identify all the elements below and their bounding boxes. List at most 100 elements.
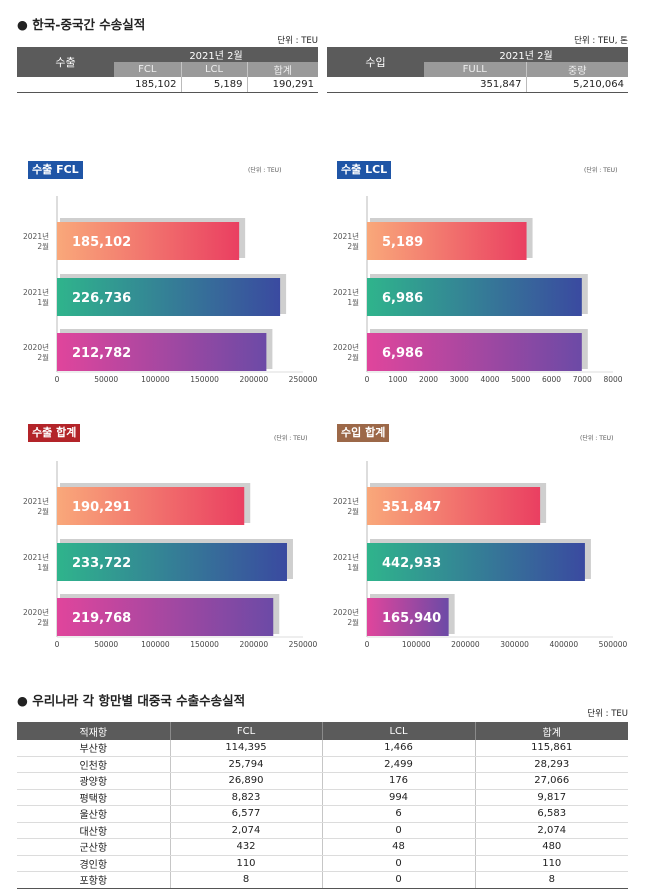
category-label: 2021년 xyxy=(23,552,49,562)
category-label: 1월 xyxy=(37,297,49,307)
cell-lcl: 0 xyxy=(322,855,476,872)
import-summary-table: 수입 2021년 2월 FULL 중량 351,847 5,210,064 xyxy=(327,47,629,93)
bar xyxy=(57,487,245,525)
table-row: 인천항 25,794 2,499 28,293 xyxy=(17,756,628,773)
bar-value-label: 6,986 xyxy=(382,291,423,306)
export-value-fcl: 185,102 xyxy=(114,77,182,93)
tick-label: 7000 xyxy=(573,375,592,384)
category-label: 2021년 xyxy=(23,287,49,297)
tick-label: 8000 xyxy=(603,375,622,384)
bar xyxy=(367,598,449,636)
bar-value-label: 185,102 xyxy=(72,235,131,250)
tick-label: 500000 xyxy=(599,640,628,649)
category-label: 2020년 xyxy=(333,342,359,352)
table-row: 대산항 2,074 0 2,074 xyxy=(17,822,628,839)
cell-port: 포항항 xyxy=(17,871,171,889)
import-value-full: 351,847 xyxy=(424,77,527,93)
cell-port: 군산항 xyxy=(17,838,171,856)
table-row: 경인항 110 0 110 xyxy=(17,855,628,872)
cell-fcl: 2,074 xyxy=(170,822,323,839)
export-value-total: 190,291 xyxy=(247,77,319,93)
cell-total: 9,817 xyxy=(475,789,628,806)
export-unit-label: 단위 : TEU xyxy=(277,36,318,46)
cell-lcl: 1,466 xyxy=(322,740,476,757)
bar xyxy=(367,543,585,581)
bar xyxy=(57,333,267,371)
bar xyxy=(57,543,287,581)
category-label: 2021년 xyxy=(333,231,359,241)
table-row: 포항항 8 0 8 xyxy=(17,871,628,889)
tick-label: 4000 xyxy=(480,375,499,384)
tick-label: 250000 xyxy=(289,640,318,649)
cell-total: 2,074 xyxy=(475,822,628,839)
cell-port: 대산항 xyxy=(17,822,171,839)
cell-fcl: 432 xyxy=(170,838,323,856)
table-row: 평택항 8,823 994 9,817 xyxy=(17,789,628,806)
category-label: 2020년 xyxy=(333,607,359,617)
port-export-table: 적재항 FCL LCL 합계 부산항 114,395 1,466 115,861 인천항… xyxy=(17,722,628,889)
bar-value-label: 165,940 xyxy=(382,611,441,626)
cell-port: 평택항 xyxy=(17,789,171,806)
bar xyxy=(57,278,281,316)
category-label: 2021년 xyxy=(333,287,359,297)
tick-label: 400000 xyxy=(549,640,578,649)
chart-export-lcl: 0 1000 2000 3000 4000 5000 6000 7000 8000 5,189 20… xyxy=(333,196,623,384)
tick-label: 300000 xyxy=(500,640,529,649)
tick-label: 5000 xyxy=(511,375,530,384)
import-unit-label: 단위 : TEU, 톤 xyxy=(574,36,628,46)
cell-total: 115,861 xyxy=(475,740,628,757)
tick-label: 100000 xyxy=(141,375,170,384)
section-title-port-exports: ● 우리나라 각 항만별 대중국 수출수송실적 xyxy=(17,693,246,708)
cell-fcl: 110 xyxy=(170,855,323,872)
chart-import-total: 0 100000 200000 300000 400000 500000 351,847 20… xyxy=(333,461,628,649)
tick-label: 3000 xyxy=(450,375,469,384)
import-col-weight: 중량 xyxy=(526,62,629,77)
export-period: 2021년 2월 xyxy=(114,47,319,62)
col-header-total: 합계 xyxy=(475,722,628,740)
bar-value-label: 442,933 xyxy=(382,556,441,571)
import-row-label-blank xyxy=(327,77,424,93)
bar xyxy=(367,333,582,371)
tick-label: 0 xyxy=(55,640,60,649)
category-label: 2월 xyxy=(37,241,49,251)
cell-total: 8 xyxy=(475,871,628,889)
chart-title-export-lcl: 수출 LCL xyxy=(337,161,392,179)
export-summary-table: 수출 2021년 2월 FCL LCL 합계 185,102 5,189 190… xyxy=(17,47,319,93)
bar xyxy=(367,278,582,316)
tick-label: 200000 xyxy=(239,640,268,649)
col-header-lcl: LCL xyxy=(322,722,476,740)
category-label: 2월 xyxy=(347,506,359,516)
bar-value-label: 190,291 xyxy=(72,500,131,515)
cell-fcl: 8,823 xyxy=(170,789,323,806)
cell-total: 110 xyxy=(475,855,628,872)
import-row-label: 수입 xyxy=(327,47,424,77)
cell-total: 28,293 xyxy=(475,756,628,773)
chart-title-import-total: 수입 합계 xyxy=(337,424,390,442)
cell-total: 6,583 xyxy=(475,805,628,823)
port-table-unit: 단위 : TEU xyxy=(587,709,628,719)
cell-port: 광양항 xyxy=(17,772,171,790)
category-label: 2월 xyxy=(347,241,359,251)
tick-label: 1000 xyxy=(388,375,407,384)
chart-unit-export-fcl: (단위 : TEU) xyxy=(248,167,282,174)
category-label: 1월 xyxy=(37,562,49,572)
category-label: 2월 xyxy=(37,617,49,627)
tick-label: 50000 xyxy=(94,640,118,649)
bar-value-label: 219,768 xyxy=(72,611,131,626)
category-label: 2월 xyxy=(37,506,49,516)
cell-port: 부산항 xyxy=(17,740,171,757)
tick-label: 100000 xyxy=(402,640,431,649)
cell-fcl: 26,890 xyxy=(170,772,323,790)
cell-lcl: 176 xyxy=(322,772,476,790)
category-label: 2월 xyxy=(347,617,359,627)
tick-label: 150000 xyxy=(190,640,219,649)
category-label: 2월 xyxy=(347,352,359,362)
tick-label: 2000 xyxy=(419,375,438,384)
tick-label: 200000 xyxy=(451,640,480,649)
bar xyxy=(367,222,527,260)
cell-lcl: 6 xyxy=(322,805,476,823)
export-row-label: 수출 xyxy=(17,47,114,77)
cell-total: 480 xyxy=(475,838,628,856)
cell-fcl: 114,395 xyxy=(170,740,323,757)
category-label: 1월 xyxy=(347,297,359,307)
